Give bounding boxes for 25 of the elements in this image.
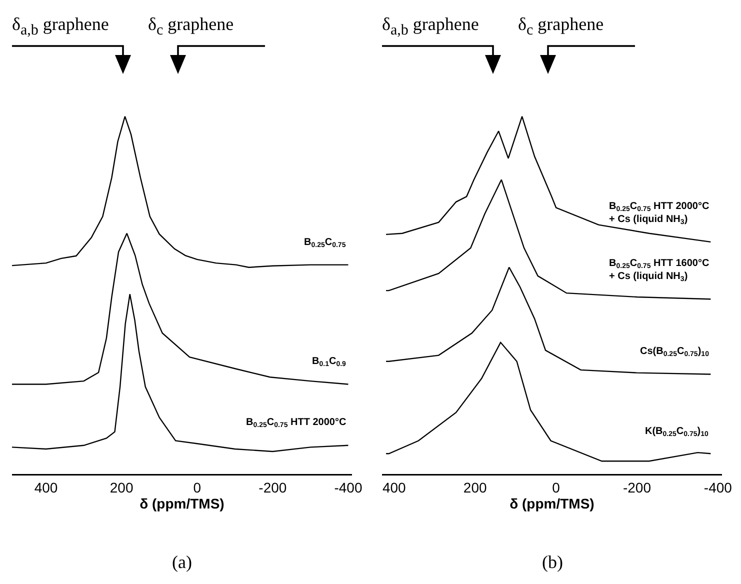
text: (a) [172,552,192,572]
x-tick-label: 0 [552,479,560,496]
series-label: B$_{0.25}$C$_{0.75}$ HTT 2000°C + Cs (liquid NH$_{3}$) [609,201,710,226]
x-tick-label: 0 [193,479,202,496]
x-tick-label: -200 [258,479,287,496]
series-label: B$_{0.1}$C$_{0.9}$ [312,356,346,368]
x-axis-title: δ (ppm/TMS) [510,495,594,512]
x-tick-label: 200 [463,479,487,496]
x-tick-label: -400 [704,479,732,496]
x-tick-label: 400 [34,479,58,496]
x-axis-title: δ (ppm/TMS) [140,495,224,512]
series-label: B$_{0.25}$C$_{0.75}$ HTT 1600°C + Cs (liquid NH$_{3}$) [609,258,710,284]
text: δ$_{c}$ graphene [148,14,234,40]
text: (b) [542,552,563,572]
text: δ$_{c}$ graphene [518,14,604,40]
series-label: K(B$_{0.25}$C$_{0.75}$)$_{10}$ [645,426,708,438]
x-tick-label: -200 [622,479,652,496]
x-tick-label: 400 [382,479,406,496]
text: δ$_{a,b}$ graphene [382,14,479,40]
series-label: Cs(B$_{0.25}$C$_{0.75}$)$_{10}$ [640,346,710,358]
series-label: B$_{0.25}$C$_{0.75}$ HTT 2000°C [246,417,346,430]
series-label: B$_{0.25}$C$_{0.75}$ [304,237,346,250]
x-tick-label: -400 [334,479,362,496]
x-tick-label: 200 [110,479,134,496]
text: δ$_{a,b}$ graphene [12,14,109,40]
